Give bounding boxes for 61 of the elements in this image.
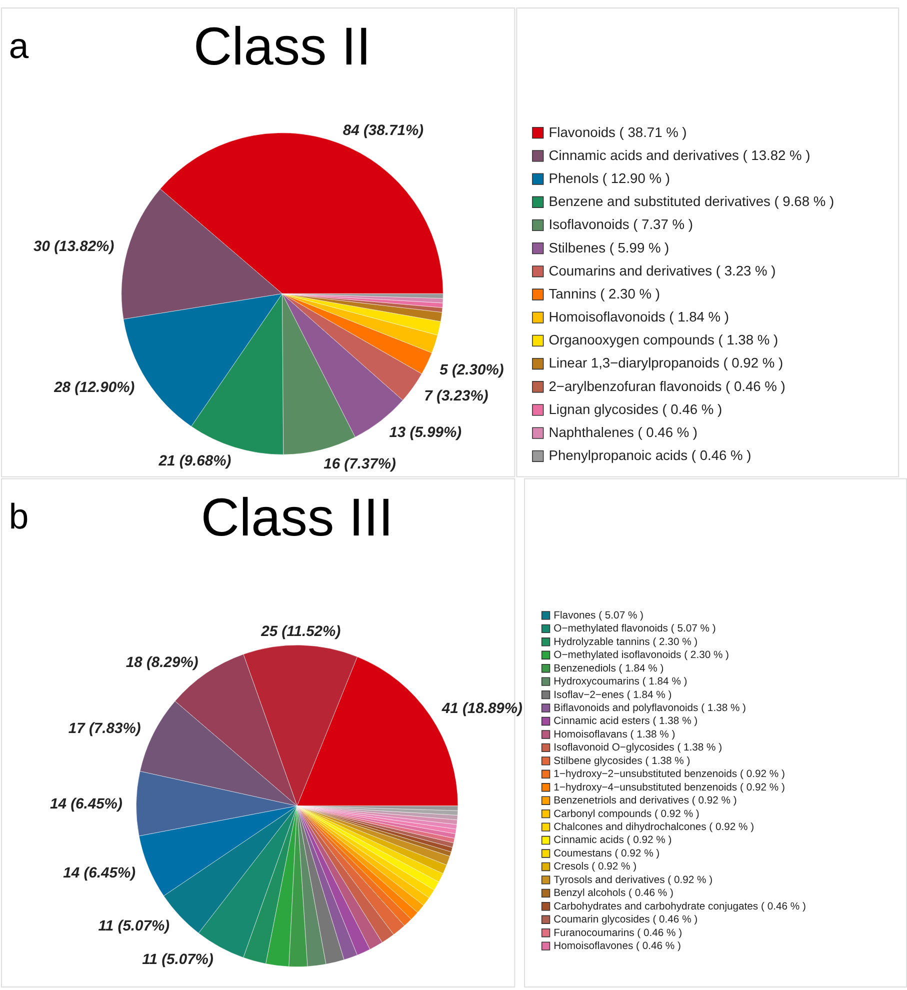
legend-label: Tannins ( 2.30 % ) <box>548 285 660 302</box>
legend-label: Hydrolyzable tannins ( 2.30 % ) <box>554 636 698 648</box>
legend-label: Carbohydrates and carbohydrate conjugates ( 0.46 % ) <box>554 901 806 912</box>
legend-label: Naphthalenes ( 0.46 % ) <box>548 424 698 440</box>
legend-label: Phenylpropanoic acids ( 0.46 % ) <box>548 447 752 464</box>
data-label: 28 (12.90%) <box>53 380 135 396</box>
data-label: 41 (18.89%) <box>440 701 523 718</box>
legend-label: Chalcones and dihydrochalcones ( 0.92 % ) <box>554 822 754 834</box>
legend-label: Homoisoflavonoids ( 1.84 % ) <box>548 308 729 325</box>
chart-title: Class III <box>200 488 394 548</box>
data-label: 21 (9.68%) <box>158 454 232 470</box>
legend-label: Cinnamic acid esters ( 1.38 % ) <box>554 716 698 728</box>
data-label: 7 (3.23%) <box>424 388 488 404</box>
legend-label: Cinnamic acids ( 0.92 % ) <box>554 835 672 846</box>
data-label: 11 (5.07%) <box>98 918 170 934</box>
data-label: 18 (8.29%) <box>126 654 198 671</box>
text: a <box>8 26 29 66</box>
legend-label: O−methylated flavonoids ( 5.07 % ) <box>554 624 716 635</box>
legend-label: Homoisoflavans ( 1.38 % ) <box>554 729 676 740</box>
data-label: 16 (7.37%) <box>324 456 396 472</box>
legend-label: Linear 1,3−diarylpropanoids ( 0.92 % ) <box>548 354 784 371</box>
legend-label: Tyrosols and derivatives ( 0.92 % ) <box>554 874 713 886</box>
legend-label: Organooxygen compounds ( 1.38 % ) <box>548 332 778 348</box>
data-label: 11 (5.07%) <box>142 952 214 968</box>
legend-label: Flavones ( 5.07 % ) <box>554 610 644 622</box>
legend-label: Stilbenes ( 5.99 % ) <box>548 239 670 256</box>
legend-label: Benzenetriols and derivatives ( 0.92 % ) <box>554 796 737 807</box>
legend-label: Cinnamic acids and derivatives ( 13.82 % ) <box>548 146 810 163</box>
legend-label: Lignan glycosides ( 0.46 % ) <box>548 400 722 417</box>
legend-label: Biflavonoids and polyflavonoids ( 1.38 % ) <box>554 702 746 714</box>
legend-label: Flavonoids ( 38.71 % ) <box>548 124 687 140</box>
legend-label: Isoflavonoids ( 7.37 % ) <box>548 216 693 232</box>
chart-title: Class II <box>193 18 372 77</box>
data-label: 5 (2.30%) <box>440 362 504 378</box>
legend-label: Benzyl alcohols ( 0.46 % ) <box>554 888 674 900</box>
data-label: 14 (6.45%) <box>63 865 136 882</box>
data-label: 30 (13.82%) <box>34 239 114 256</box>
data-label: 14 (6.45%) <box>50 796 122 812</box>
data-label: 84 (38.71%) <box>342 122 424 139</box>
legend-label: Coumarins and derivatives ( 3.23 % ) <box>548 262 776 278</box>
legend-label: Isoflavonoid O−glycosides ( 1.38 % ) <box>554 742 722 754</box>
legend-label: 1−hydroxy−2−unsubstituted benzenoids ( 0.92 % ) <box>554 769 785 780</box>
data-label: 17 (7.83%) <box>68 720 141 737</box>
legend-label: Benzenediols ( 1.84 % ) <box>554 663 664 674</box>
legend-label: 1−hydroxy−4−unsubstituted benzenoids ( 0.92 % ) <box>554 782 785 794</box>
legend-label: Isoflav−2−enes ( 1.84 % ) <box>554 690 672 701</box>
legend-label: Coumarin glycosides ( 0.46 % ) <box>554 914 698 926</box>
legend-label: Carbonyl compounds ( 0.92 % ) <box>554 808 700 820</box>
legend-label: Benzene and substituted derivatives ( 9.68 % ) <box>548 193 834 210</box>
legend-label: Furanocoumarins ( 0.46 % ) <box>554 928 682 939</box>
text: b <box>8 496 29 537</box>
legend-label: Stilbene glycosides ( 1.38 % ) <box>554 756 690 767</box>
legend-label: 2−arylbenzofuran flavonoids ( 0.46 % ) <box>548 378 786 394</box>
legend-label: Coumestans ( 0.92 % ) <box>554 848 660 860</box>
legend-label: Homoisoflavones ( 0.46 % ) <box>554 941 681 952</box>
legend-label: Phenols ( 12.90 % ) <box>548 170 670 186</box>
legend-label: O−methylated isoflavonoids ( 2.30 % ) <box>554 650 730 662</box>
data-label: 13 (5.99%) <box>389 424 462 441</box>
legend-label: Hydroxycoumarins ( 1.84 % ) <box>554 676 688 688</box>
data-label: 25 (11.52%) <box>260 624 341 640</box>
legend-label: Cresols ( 0.92 % ) <box>554 862 637 873</box>
